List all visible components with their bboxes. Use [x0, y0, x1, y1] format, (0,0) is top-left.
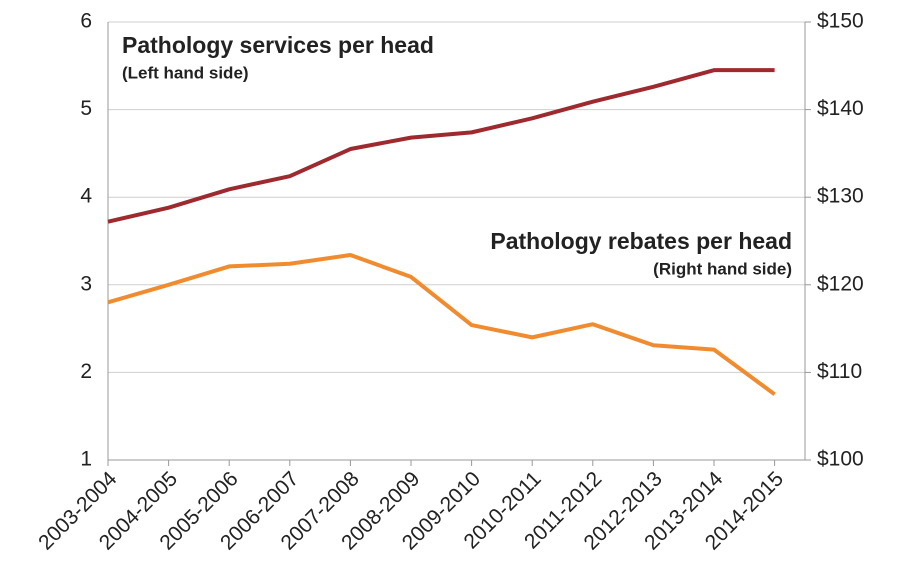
y2-tick-label: $140: [817, 97, 864, 120]
series-note: (Left hand side): [122, 63, 249, 82]
y-tick-label: 3: [80, 272, 92, 295]
y-tick-label: 1: [80, 448, 92, 471]
y-tick-label: 6: [80, 10, 92, 33]
series-line: [107, 68, 775, 224]
series-label: Pathology rebates per head: [490, 228, 792, 254]
y2-tick-label: $120: [817, 272, 864, 295]
y2-tick-label: $110: [817, 360, 862, 383]
y2-tick-label: $130: [817, 185, 864, 208]
y-tick-label: 5: [80, 97, 92, 120]
y2-tick-label: $150: [817, 10, 864, 33]
series-line: [107, 253, 776, 396]
y-tick-label: 2: [80, 360, 92, 383]
y-tick-label: 4: [80, 185, 92, 208]
series-note: (Right hand side): [653, 259, 792, 278]
y2-tick-label: $100: [817, 448, 864, 471]
series-label: Pathology services per head: [122, 32, 434, 58]
